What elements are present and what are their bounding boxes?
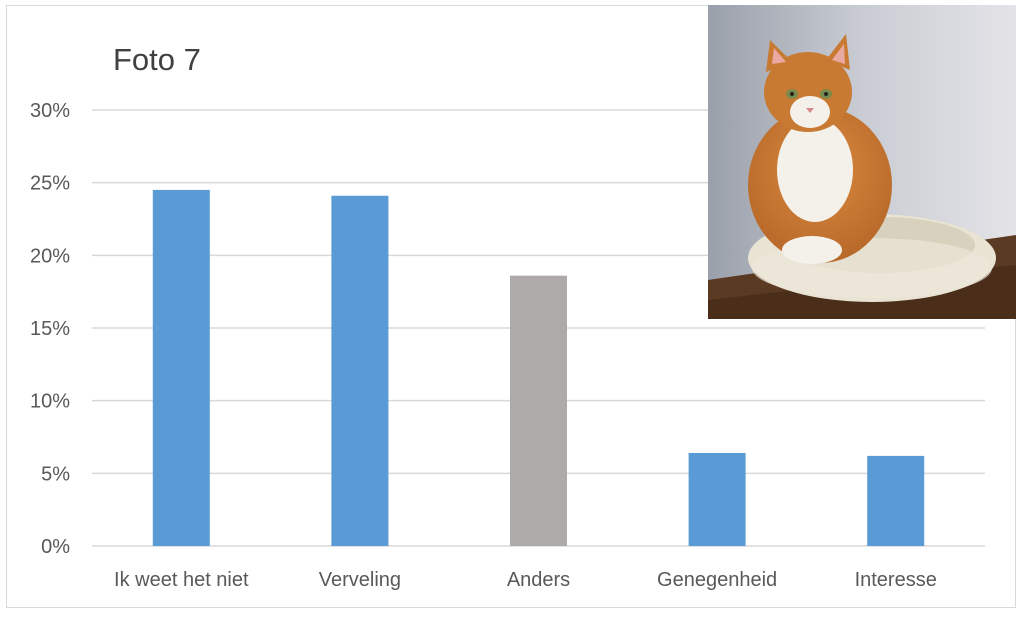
x-category-label: Ik weet het niet xyxy=(114,569,249,591)
y-tick-label: 20% xyxy=(30,245,70,267)
bar-1 xyxy=(331,195,389,546)
bars xyxy=(152,189,925,546)
y-tick-label: 30% xyxy=(30,100,70,122)
cat-photo xyxy=(708,5,1016,319)
y-axis-ticks: 0% 5% 10% 15% 20% 25% 30% xyxy=(30,100,70,558)
bar-0 xyxy=(152,189,210,546)
bar-2 xyxy=(510,275,567,546)
x-category-label: Anders xyxy=(507,569,570,591)
y-tick-label: 0% xyxy=(41,536,70,558)
chart-title: Foto 7 xyxy=(113,42,201,77)
y-tick-label: 10% xyxy=(30,391,70,413)
y-tick-label: 25% xyxy=(30,173,70,195)
x-category-label: Interesse xyxy=(855,569,937,591)
x-category-label: Verveling xyxy=(319,569,401,591)
y-tick-label: 5% xyxy=(41,463,70,485)
bar-4 xyxy=(867,455,925,546)
x-axis-labels: Ik weet het niet Verveling Anders Genegenhe… xyxy=(114,569,937,591)
x-category-label: Genegenheid xyxy=(657,569,777,591)
bar-3 xyxy=(688,452,746,546)
y-tick-label: 15% xyxy=(30,318,70,340)
